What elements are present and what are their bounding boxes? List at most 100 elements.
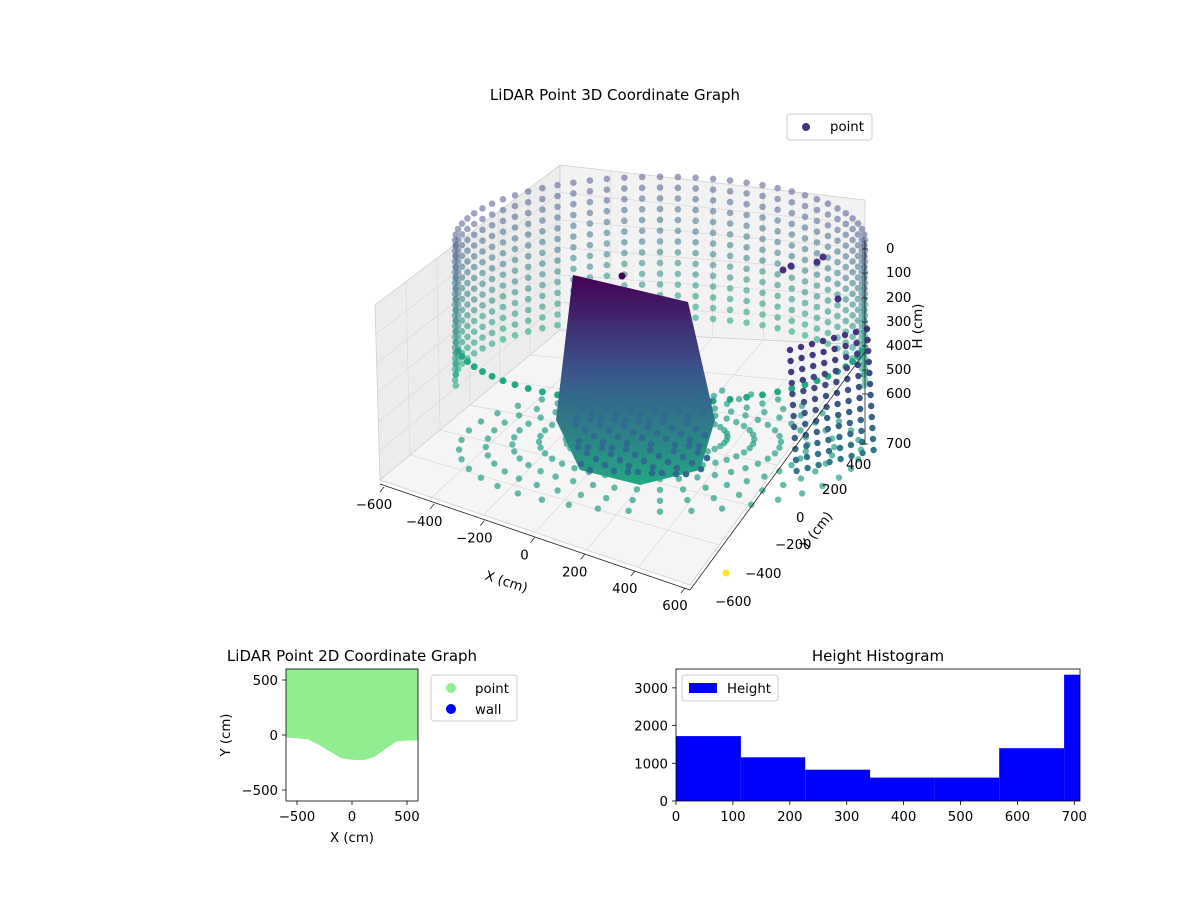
cloud-point <box>692 185 699 192</box>
cloud-point <box>470 296 478 303</box>
cloud-point <box>813 282 821 289</box>
cloud-point <box>726 285 734 292</box>
plot-3d: LiDAR Point 3D Coordinate Graph −600 −400… <box>356 86 926 614</box>
cloud-point <box>759 192 766 200</box>
cloud-point <box>452 285 460 292</box>
cloud-point <box>759 235 766 243</box>
cloud-point <box>458 252 466 260</box>
wall-point <box>694 448 702 456</box>
wall-point <box>677 430 685 438</box>
cloud-point <box>470 328 478 336</box>
wall-point <box>686 436 694 444</box>
cloud-point <box>674 227 682 235</box>
cloud-point <box>709 186 717 193</box>
cloud-point <box>586 177 594 184</box>
cloud-point <box>743 244 750 251</box>
cloud-point <box>692 239 699 246</box>
cloud-point <box>759 268 766 275</box>
cloud-point <box>726 274 734 281</box>
histogram-bars <box>676 674 1080 801</box>
cloud-point <box>726 252 734 260</box>
y-tick-label-2d: −500 <box>241 784 278 799</box>
wall-point <box>789 390 796 398</box>
cloud-point <box>603 494 610 502</box>
cloud-point <box>538 396 546 403</box>
cloud-point <box>499 314 507 322</box>
x-tick-mark-3d <box>429 503 435 510</box>
cloud-point <box>656 508 664 515</box>
cloud-point <box>842 285 850 293</box>
wall-point <box>845 397 852 405</box>
cloud-point <box>831 443 838 451</box>
cloud-point <box>842 220 850 228</box>
cloud-point <box>842 274 850 282</box>
cloud-point <box>479 291 486 298</box>
cloud-point <box>464 268 471 276</box>
cloud-point <box>514 490 522 497</box>
wall-point <box>844 386 852 394</box>
legend-2d-marker-wall <box>446 704 456 714</box>
cloud-point <box>834 312 841 320</box>
cloud-point <box>743 211 750 219</box>
plot-2d: LiDAR Point 2D Coordinate Graph −500−500… <box>219 647 518 846</box>
cloud-point <box>743 276 750 283</box>
z-tick-label-3d: 600 <box>886 387 911 402</box>
cloud-point <box>813 249 821 257</box>
wall-point <box>859 449 866 457</box>
wall-point <box>863 325 871 333</box>
cloud-point <box>452 242 460 249</box>
y-axis-line <box>689 351 866 591</box>
cloud-point <box>733 453 740 460</box>
wall-point <box>690 402 698 410</box>
wall-point <box>599 438 607 446</box>
cloud-point <box>702 484 709 491</box>
histogram-bar <box>934 777 1000 801</box>
cloud-point <box>834 237 841 244</box>
cloud-point <box>479 280 486 288</box>
legend-histogram-frame <box>681 674 779 702</box>
wall-point <box>645 417 653 425</box>
x-tick-label-hist: 700 <box>1062 810 1087 825</box>
cloud-point <box>842 210 850 217</box>
cloud-point <box>774 238 781 246</box>
cloud-point <box>554 203 561 211</box>
cloud-point <box>638 206 646 213</box>
cloud-point <box>539 292 546 300</box>
cloud-point <box>726 241 734 249</box>
cloud-point <box>454 225 462 233</box>
wall-point <box>684 413 692 421</box>
cloud-point <box>834 215 841 223</box>
z-tick-label-3d: 700 <box>886 437 911 452</box>
cloud-point <box>764 455 771 462</box>
cloud-point <box>675 475 683 482</box>
cloud-point <box>554 311 561 318</box>
cloud-point <box>586 263 594 271</box>
cloud-point <box>464 322 471 330</box>
wall-point <box>843 364 850 372</box>
cloud-point <box>858 311 866 319</box>
cloud-point <box>723 400 731 407</box>
cloud-point <box>776 468 783 475</box>
wall-point <box>789 401 797 409</box>
y-tick-label-2d: 500 <box>253 674 278 689</box>
cloud-point <box>621 195 628 203</box>
cloud-point <box>788 242 796 249</box>
x-ticks-3d: −600 −400 −200 0 200 400 600 <box>356 486 688 614</box>
cloud-point <box>638 173 646 181</box>
cloud-point <box>454 290 462 297</box>
cloud-point <box>788 317 796 325</box>
wall-point <box>832 356 839 364</box>
wall-point <box>662 435 670 443</box>
cloud-point <box>455 446 463 453</box>
cloud-point <box>735 491 743 499</box>
cloud-point <box>834 248 841 255</box>
cloud-point <box>692 314 699 322</box>
cloud-point <box>813 293 821 300</box>
wall-point <box>858 438 866 446</box>
x-tick-label-3d: −400 <box>406 515 443 530</box>
wall-point <box>799 365 806 373</box>
wall-point <box>792 445 799 453</box>
cloud-point <box>511 278 519 285</box>
cloud-point <box>824 318 832 326</box>
cloud-point <box>854 317 862 324</box>
